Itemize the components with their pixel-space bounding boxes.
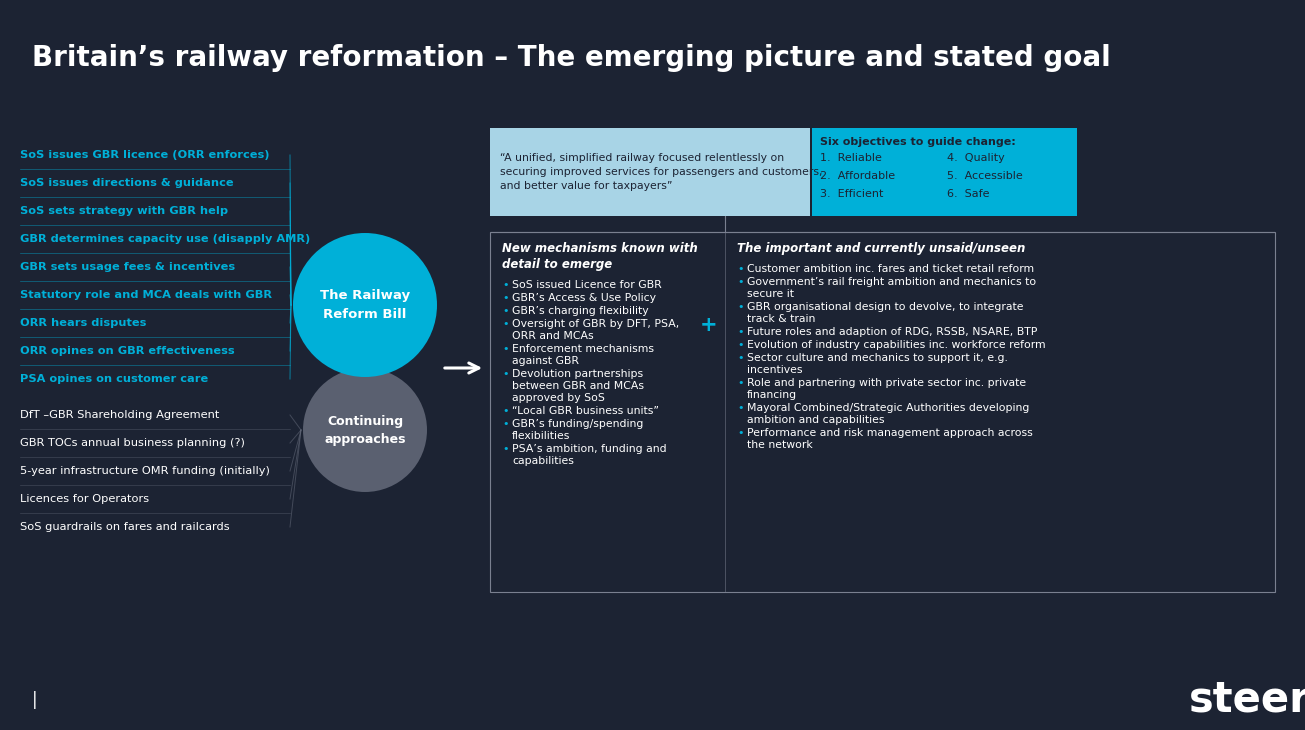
Text: the network: the network xyxy=(746,440,813,450)
Text: SoS sets strategy with GBR help: SoS sets strategy with GBR help xyxy=(20,206,228,216)
Text: GBR’s funding/spending: GBR’s funding/spending xyxy=(512,419,643,429)
Text: GBR’s charging flexibility: GBR’s charging flexibility xyxy=(512,306,649,316)
Text: Licences for Operators: Licences for Operators xyxy=(20,494,149,504)
Text: DfT –GBR Shareholding Agreement: DfT –GBR Shareholding Agreement xyxy=(20,410,219,420)
Text: Statutory role and MCA deals with GBR: Statutory role and MCA deals with GBR xyxy=(20,290,271,300)
Text: Sector culture and mechanics to support it, e.g.: Sector culture and mechanics to support … xyxy=(746,353,1007,363)
Text: GBR determines capacity use (disapply AMR): GBR determines capacity use (disapply AM… xyxy=(20,234,311,244)
Bar xyxy=(489,232,1275,592)
Text: •: • xyxy=(737,378,744,388)
Text: financing: financing xyxy=(746,390,797,400)
Text: PSA opines on customer care: PSA opines on customer care xyxy=(20,374,209,384)
Text: 6.  Safe: 6. Safe xyxy=(947,189,989,199)
Text: SoS issued Licence for GBR: SoS issued Licence for GBR xyxy=(512,280,662,290)
Text: Oversight of GBR by DFT, PSA,: Oversight of GBR by DFT, PSA, xyxy=(512,319,679,329)
Bar xyxy=(812,128,1077,216)
Text: Enforcement mechanisms: Enforcement mechanisms xyxy=(512,344,654,354)
Text: Evolution of industry capabilities inc. workforce reform: Evolution of industry capabilities inc. … xyxy=(746,340,1045,350)
Text: Role and partnering with private sector inc. private: Role and partnering with private sector … xyxy=(746,378,1026,388)
Text: “A unified, simplified railway focused relentlessly on
securing improved service: “A unified, simplified railway focused r… xyxy=(500,153,822,191)
Text: 5.  Accessible: 5. Accessible xyxy=(947,171,1023,181)
Text: approved by SoS: approved by SoS xyxy=(512,393,606,403)
Text: GBR sets usage fees & incentives: GBR sets usage fees & incentives xyxy=(20,262,235,272)
Text: The important and currently unsaid/unseen: The important and currently unsaid/unsee… xyxy=(737,242,1026,255)
Text: •: • xyxy=(737,277,744,287)
Text: Mayoral Combined/Strategic Authorities developing: Mayoral Combined/Strategic Authorities d… xyxy=(746,403,1030,413)
Text: •: • xyxy=(737,428,744,438)
Text: GBR organisational design to devolve, to integrate: GBR organisational design to devolve, to… xyxy=(746,302,1023,312)
Text: Customer ambition inc. fares and ticket retail reform: Customer ambition inc. fares and ticket … xyxy=(746,264,1034,274)
Text: •: • xyxy=(502,369,509,379)
Text: |: | xyxy=(33,691,38,709)
Text: capabilities: capabilities xyxy=(512,456,574,466)
Text: The Railway
Reform Bill: The Railway Reform Bill xyxy=(320,290,410,320)
Text: SoS issues directions & guidance: SoS issues directions & guidance xyxy=(20,178,234,188)
Bar xyxy=(489,128,810,216)
Text: 5-year infrastructure OMR funding (initially): 5-year infrastructure OMR funding (initi… xyxy=(20,466,270,476)
Text: Britain’s railway reformation – The emerging picture and stated goal: Britain’s railway reformation – The emer… xyxy=(33,44,1111,72)
Text: between GBR and MCAs: between GBR and MCAs xyxy=(512,381,643,391)
Text: 4.  Quality: 4. Quality xyxy=(947,153,1005,163)
Text: ORR opines on GBR effectiveness: ORR opines on GBR effectiveness xyxy=(20,346,235,356)
Text: against GBR: against GBR xyxy=(512,356,579,366)
Text: +: + xyxy=(699,315,718,335)
Text: •: • xyxy=(502,280,509,290)
Text: •: • xyxy=(737,353,744,363)
Text: GBR’s Access & Use Policy: GBR’s Access & Use Policy xyxy=(512,293,656,303)
Text: ORR hears disputes: ORR hears disputes xyxy=(20,318,146,328)
Circle shape xyxy=(303,368,427,492)
Text: •: • xyxy=(502,293,509,303)
Text: Performance and risk management approach across: Performance and risk management approach… xyxy=(746,428,1032,438)
Text: 2.  Affordable: 2. Affordable xyxy=(820,171,895,181)
Text: Six objectives to guide change:: Six objectives to guide change: xyxy=(820,137,1015,147)
Text: ORR and MCAs: ORR and MCAs xyxy=(512,331,594,341)
Text: New mechanisms known with
detail to emerge: New mechanisms known with detail to emer… xyxy=(502,242,698,271)
Circle shape xyxy=(294,233,437,377)
Text: “Local GBR business units”: “Local GBR business units” xyxy=(512,406,659,416)
Text: SoS issues GBR licence (ORR enforces): SoS issues GBR licence (ORR enforces) xyxy=(20,150,270,160)
Text: •: • xyxy=(737,264,744,274)
Text: •: • xyxy=(502,419,509,429)
Text: steer: steer xyxy=(1189,679,1305,721)
Text: •: • xyxy=(737,327,744,337)
Text: 3.  Efficient: 3. Efficient xyxy=(820,189,883,199)
Text: GBR TOCs annual business planning (?): GBR TOCs annual business planning (?) xyxy=(20,438,245,448)
Text: Government’s rail freight ambition and mechanics to: Government’s rail freight ambition and m… xyxy=(746,277,1036,287)
Text: •: • xyxy=(502,306,509,316)
Text: •: • xyxy=(737,403,744,413)
Text: SoS guardrails on fares and railcards: SoS guardrails on fares and railcards xyxy=(20,522,230,532)
Text: Future roles and adaption of RDG, RSSB, NSARE, BTP: Future roles and adaption of RDG, RSSB, … xyxy=(746,327,1037,337)
Text: Continuing
approaches: Continuing approaches xyxy=(324,415,406,445)
Text: PSA’s ambition, funding and: PSA’s ambition, funding and xyxy=(512,444,667,454)
Text: •: • xyxy=(502,444,509,454)
Text: •: • xyxy=(502,319,509,329)
Text: incentives: incentives xyxy=(746,365,803,375)
Text: •: • xyxy=(502,406,509,416)
Text: •: • xyxy=(737,302,744,312)
Text: 1.  Reliable: 1. Reliable xyxy=(820,153,882,163)
Text: Devolution partnerships: Devolution partnerships xyxy=(512,369,643,379)
Text: ambition and capabilities: ambition and capabilities xyxy=(746,415,885,425)
Text: •: • xyxy=(502,344,509,354)
Text: secure it: secure it xyxy=(746,289,793,299)
Text: •: • xyxy=(737,340,744,350)
Text: track & train: track & train xyxy=(746,314,816,324)
Text: flexibilities: flexibilities xyxy=(512,431,570,441)
